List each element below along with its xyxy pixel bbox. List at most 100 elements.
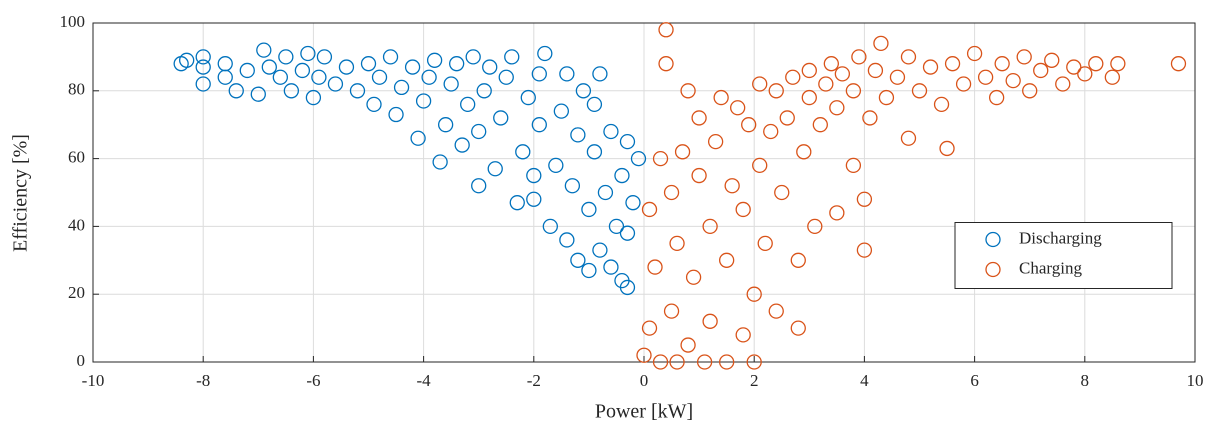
point [305,89,322,106]
point [900,130,917,146]
point [393,79,410,96]
point [426,52,443,68]
point [889,69,906,85]
legend-box [954,222,1173,289]
point [851,49,867,65]
y-tick-label: 20 [68,283,85,302]
point [735,201,751,218]
point [471,123,487,140]
point [663,303,680,319]
legend-label: Charging [1019,258,1082,277]
point [278,49,294,65]
point [845,157,862,174]
point [487,161,503,177]
point [680,83,696,99]
point [559,232,575,248]
point [812,117,828,133]
point [338,59,355,75]
point [564,178,581,194]
point [256,42,272,58]
point [735,327,751,343]
point [476,83,492,99]
point [702,218,718,235]
legend-marker [985,261,1001,278]
point [1044,52,1060,68]
point [537,45,553,62]
point [724,178,740,194]
point [752,76,768,92]
x-tick-label: 4 [860,371,869,390]
point [829,100,845,116]
point [1110,56,1126,72]
point [966,45,983,62]
point [548,157,564,174]
x-tick-label: -8 [196,371,210,390]
point [360,56,377,72]
point [217,69,233,85]
point [856,242,873,258]
point [707,133,724,150]
point [636,347,652,363]
point [382,49,399,65]
point [829,205,845,221]
point [1104,69,1120,85]
point [1016,49,1032,65]
point [272,69,288,85]
point [509,195,525,211]
point [647,259,663,275]
point [520,89,536,106]
point [603,259,619,275]
point [316,49,333,65]
y-tick-label: 100 [60,12,86,31]
point [366,96,382,113]
point [658,56,674,72]
x-tick-label: 2 [750,371,759,390]
y-tick-label: 60 [68,148,85,167]
point [592,242,608,258]
point [696,354,713,370]
point [807,218,823,235]
point [652,150,669,167]
point [311,69,327,85]
point [955,76,972,92]
x-tick-label: -2 [527,371,541,390]
point [581,262,597,279]
point [845,83,862,99]
point [669,235,685,252]
legend-label: Discharging [1019,228,1102,247]
point [691,167,707,184]
point [702,313,718,329]
point [300,45,316,62]
point [443,76,459,92]
point [415,93,432,109]
point [873,35,889,51]
point [625,195,641,211]
point [1088,56,1104,72]
point [493,110,509,126]
y-axis-label: Efficiency [%] [10,134,32,252]
point [719,252,735,268]
point [801,89,817,106]
point [669,354,685,370]
point [586,144,603,160]
point [179,52,195,68]
point [239,62,255,79]
point [586,96,603,113]
point [741,117,757,133]
point [432,154,448,170]
point [752,157,768,174]
point [1033,62,1049,79]
point [526,167,542,184]
point [1055,76,1071,92]
point [217,56,233,72]
point [531,66,547,82]
point [674,144,691,160]
point [691,110,707,126]
point [900,49,917,65]
point [449,56,465,72]
point [1077,66,1093,82]
point [746,354,762,370]
point [641,201,658,218]
point [471,178,487,194]
point [911,83,928,99]
